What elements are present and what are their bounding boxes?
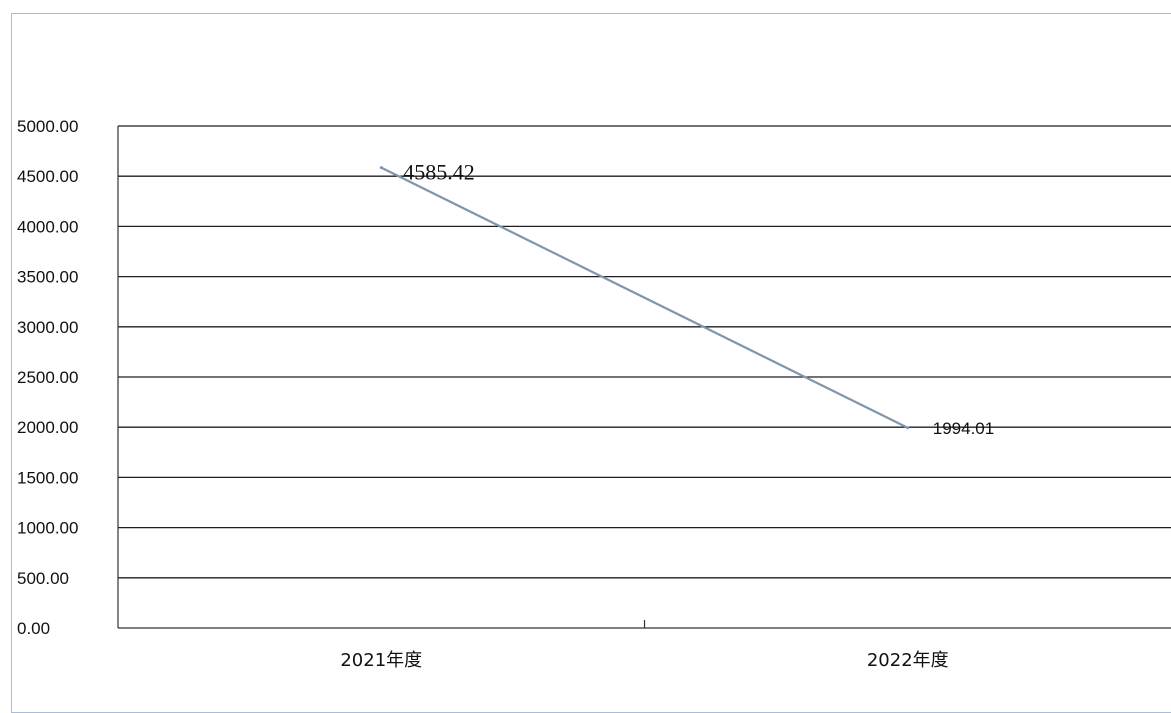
y-tick-label: 2500.00 [17,368,78,387]
y-tick-label: 1000.00 [17,519,78,538]
y-axis-tick-labels: 5000.00 4500.00 4000.00 3500.00 3000.00 2500.… [17,117,78,638]
x-axis-category-labels: 2021年度 2022年度 [340,650,948,671]
y-tick-label: 3500.00 [17,268,78,287]
y-tick-label: 0.00 [17,619,50,638]
y-tick-label: 4000.00 [17,217,78,236]
data-label: 4585.42 [403,160,475,185]
x-category-label: 2022年度 [867,650,949,671]
x-category-label: 2021年度 [340,650,422,671]
y-tick-label: 3000.00 [17,318,78,337]
gridlines [118,125,1171,579]
data-label: 1994.01 [933,419,994,438]
data-labels: 4585.42 1994.01 [403,160,994,438]
series-line [380,166,909,429]
y-tick-label: 1500.00 [17,468,78,487]
data-point [906,426,910,430]
line-chart: 5000.00 4500.00 4000.00 3500.00 3000.00 2500.… [17,117,1171,671]
y-tick-label: 5000.00 [17,117,78,136]
y-tick-label: 500.00 [17,569,69,588]
data-point [379,166,383,170]
y-tick-label: 4500.00 [17,167,78,186]
y-tick-label: 2000.00 [17,418,78,437]
series-line-group [379,166,910,430]
